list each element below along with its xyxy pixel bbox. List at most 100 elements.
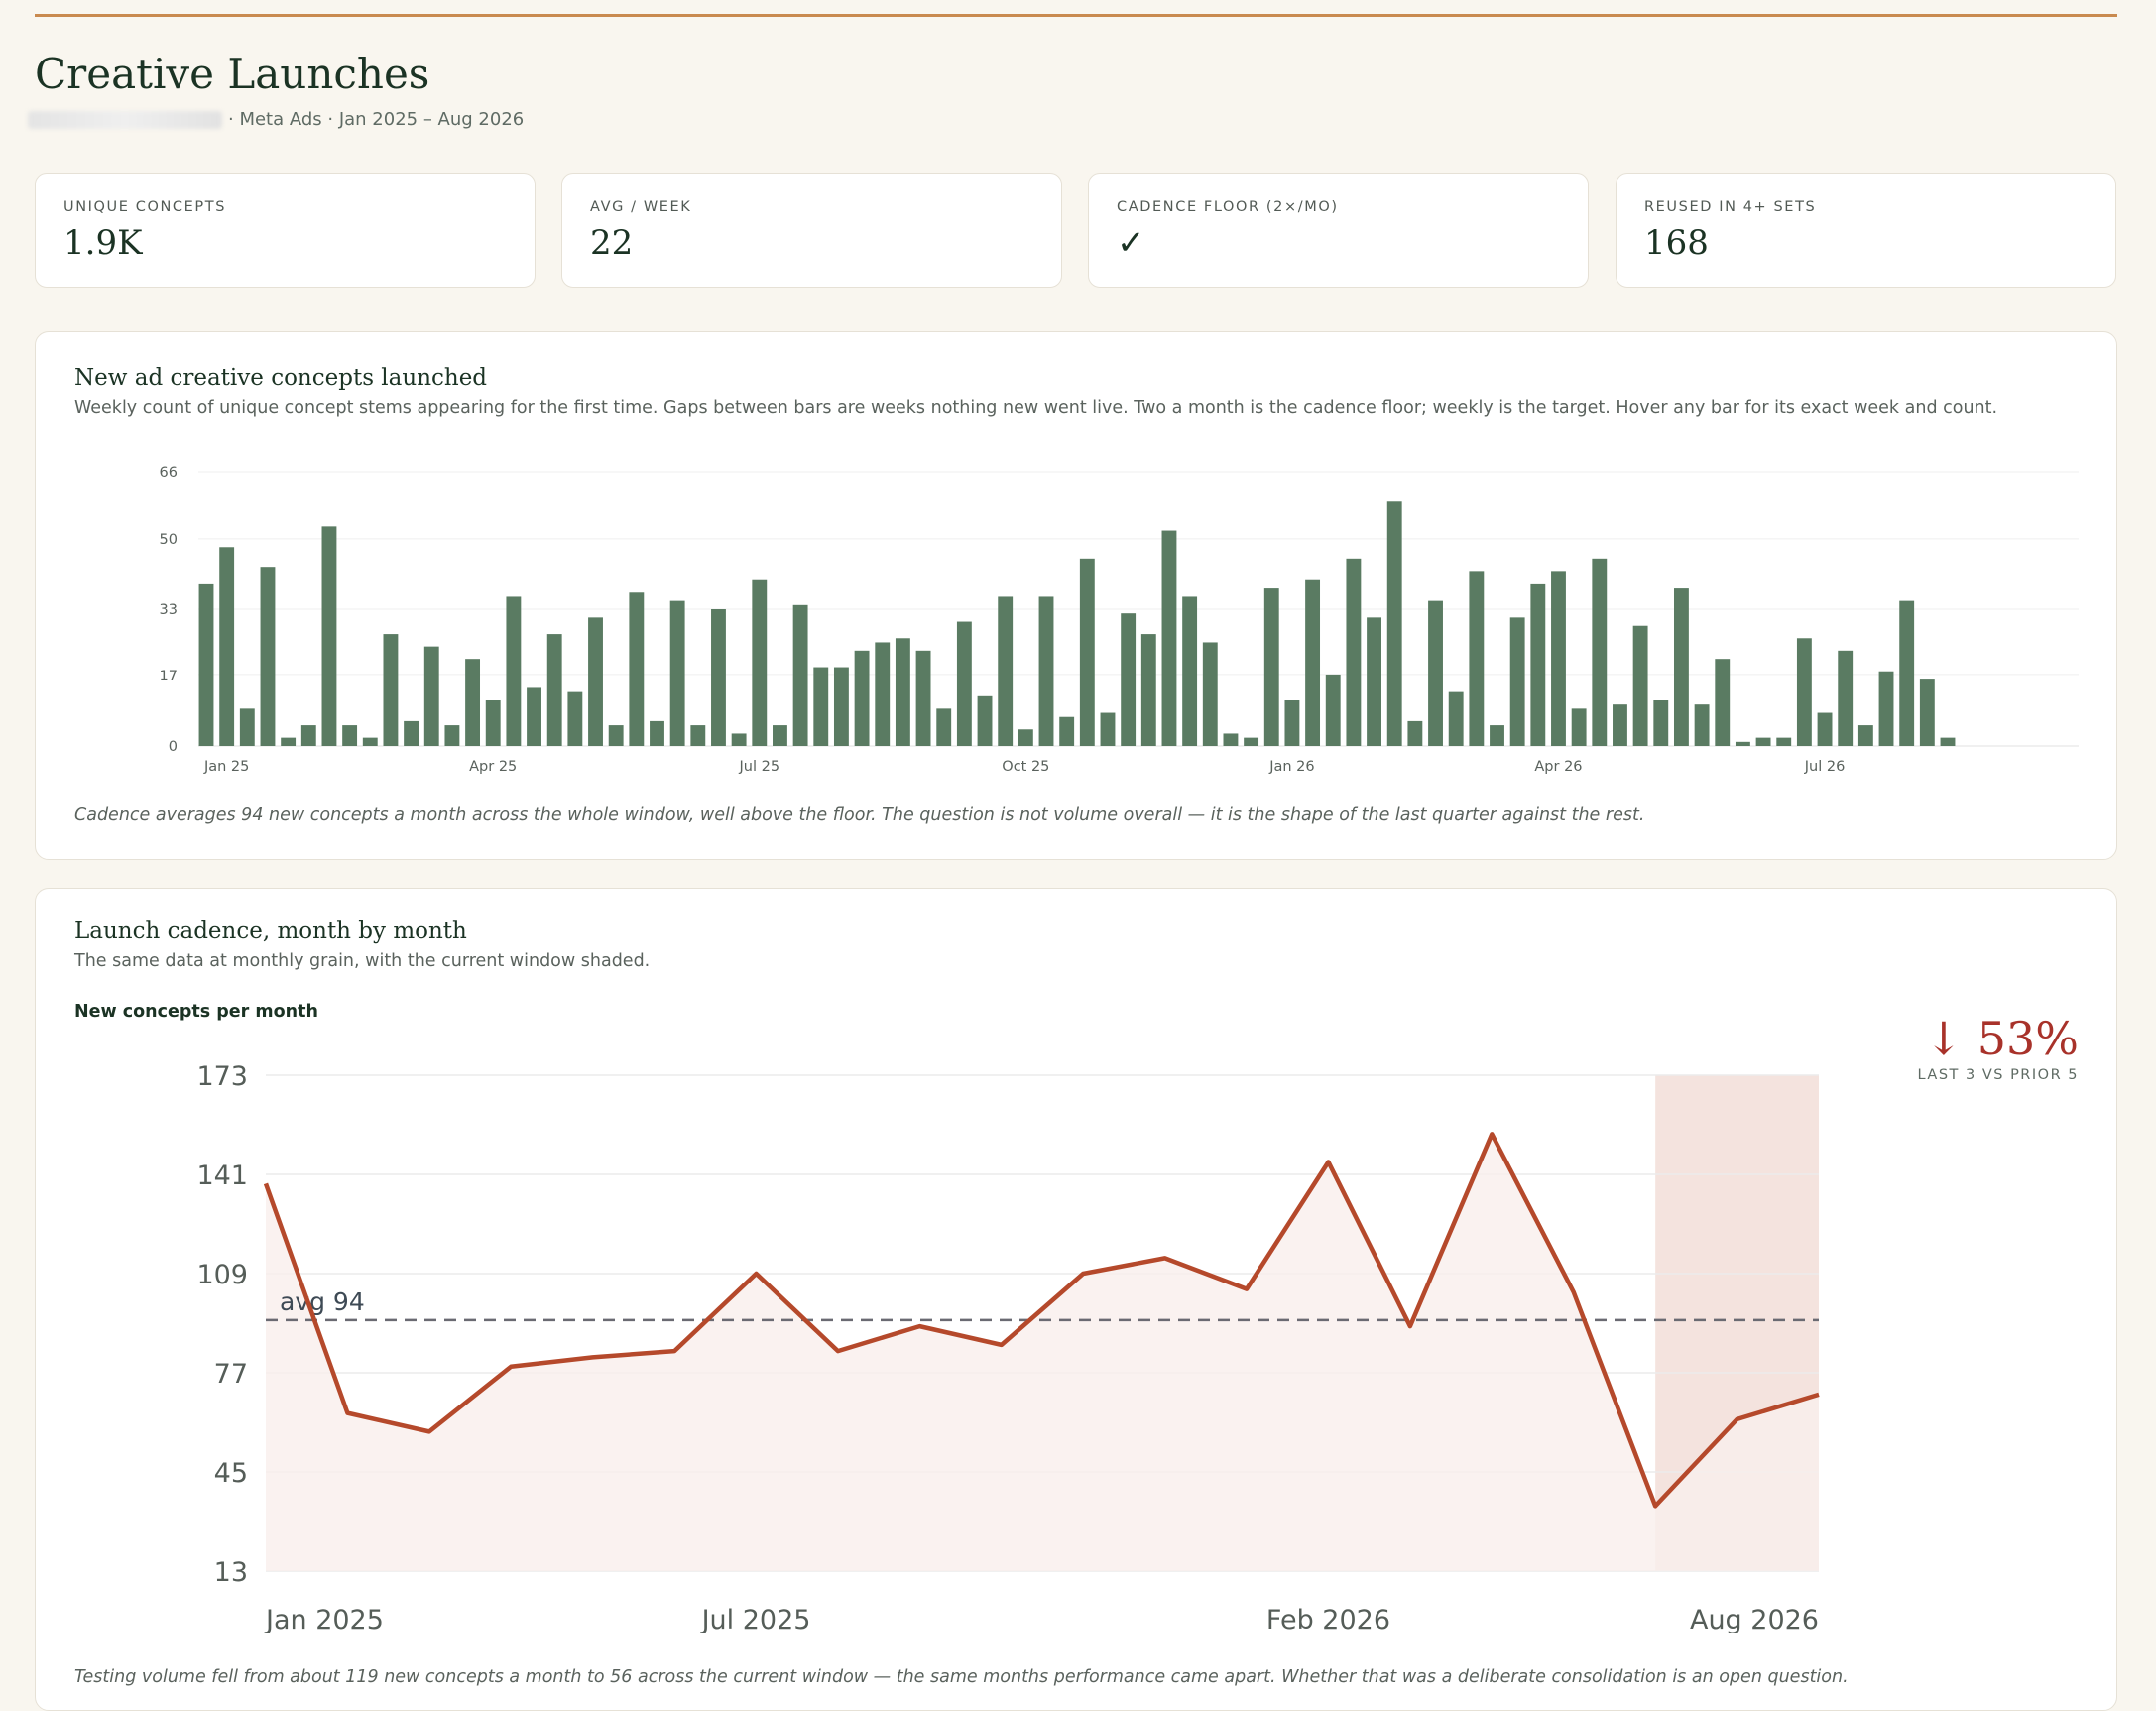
bar [1223, 733, 1239, 746]
bar [1367, 617, 1381, 746]
bar [506, 596, 522, 746]
bar [1551, 571, 1566, 746]
bar [792, 604, 808, 746]
bar [1838, 650, 1854, 746]
bar [956, 621, 972, 746]
bar [650, 720, 664, 746]
bar [1469, 571, 1485, 746]
bar [1284, 700, 1300, 746]
bar [1100, 712, 1116, 746]
change-value: ↓ 53% [1924, 1012, 2079, 1065]
weekly-chart-note: Cadence averages 94 new concepts a month… [74, 805, 1645, 825]
bar [998, 596, 1014, 746]
bar [833, 667, 849, 746]
x-tick-label: Jan 2025 [264, 1605, 384, 1633]
bar [198, 583, 214, 746]
bar [219, 547, 235, 746]
monthly-chart-panel: Launch cadence, month by month The same … [35, 888, 2117, 1711]
kpi-label: UNIQUE CONCEPTS [63, 199, 227, 215]
bar [1592, 558, 1608, 746]
bar [362, 737, 378, 746]
bar [1940, 737, 1956, 746]
bar [1244, 737, 1259, 746]
bar [281, 737, 297, 746]
bar [260, 567, 276, 746]
bar [1735, 741, 1750, 746]
bar [629, 592, 645, 746]
bar [1428, 600, 1443, 746]
page-subtitle: · Meta Ads · Jan 2025 – Aug 2026 [28, 109, 524, 130]
weekly-chart-panel: New ad creative concepts launched Weekly… [35, 331, 2117, 860]
bar [915, 650, 931, 746]
y-tick-label: 173 [196, 1061, 248, 1092]
bar [1121, 613, 1137, 746]
x-tick-label: Aug 2026 [1690, 1605, 1819, 1633]
weekly-bar-chart: 0 17 33 50 66 Jan 25 Apr 25 Jul 25 Oct 25 Jan 26 A… [160, 465, 2079, 775]
bar [1325, 674, 1341, 746]
bar [1673, 588, 1689, 746]
bar [1653, 700, 1669, 746]
x-tick-label: Jul 26 [1804, 759, 1846, 775]
bar [1490, 725, 1504, 746]
kpi-value: 22 [590, 223, 634, 263]
y-tick-label: 50 [160, 532, 178, 548]
bar [1448, 691, 1464, 746]
bar [813, 667, 829, 746]
bar [1613, 704, 1627, 746]
bar [1817, 712, 1833, 746]
bar [1632, 625, 1648, 746]
bar [1038, 596, 1054, 746]
y-tick-label: 66 [160, 465, 178, 481]
y-tick-label: 109 [196, 1260, 248, 1290]
y-tick-label: 33 [160, 602, 178, 618]
weekly-chart-description: Weekly count of unique concept stems app… [74, 398, 1998, 418]
bar [1776, 737, 1792, 746]
bar [342, 725, 358, 746]
bar [485, 700, 501, 746]
bar [669, 600, 685, 746]
bar [546, 634, 562, 746]
bar [527, 687, 541, 746]
bar [977, 695, 993, 746]
x-tick-label: Feb 2026 [1266, 1605, 1390, 1633]
top-accent-line [35, 14, 2117, 17]
kpi-card-unique-concepts: UNIQUE CONCEPTS 1.9K [35, 173, 536, 288]
bar [1715, 659, 1731, 746]
y-tick-label: 0 [169, 739, 178, 755]
bar [1530, 583, 1546, 746]
series-area [266, 1134, 1819, 1571]
bar [854, 650, 870, 746]
y-tick-label: 13 [214, 1557, 248, 1588]
bar [1386, 501, 1402, 746]
kpi-card-avg-week: AVG / WEEK 22 [561, 173, 1062, 288]
bar [875, 642, 891, 746]
bar [1509, 617, 1525, 746]
bar [1571, 708, 1587, 746]
bar [1140, 634, 1156, 746]
bar [300, 725, 316, 746]
y-tick-label: 141 [196, 1161, 248, 1191]
monthly-y-axis-title: New concepts per month [74, 1002, 318, 1022]
bar [608, 725, 624, 746]
bar [1059, 716, 1075, 746]
bar [1755, 737, 1771, 746]
y-tick-label: 77 [214, 1359, 248, 1390]
bar [752, 579, 768, 746]
x-tick-label: Jul 2025 [700, 1605, 811, 1633]
average-label: avg 94 [280, 1287, 365, 1316]
bar [1161, 530, 1177, 746]
kpi-value: 1.9K [63, 223, 143, 263]
bar [465, 659, 481, 746]
bar [1263, 588, 1279, 746]
kpi-card-reused: REUSED IN 4+ SETS 168 [1616, 173, 2116, 288]
kpi-label: AVG / WEEK [590, 199, 692, 215]
page-title: Creative Launches [35, 50, 430, 98]
bar [1899, 600, 1915, 746]
x-tick-label: Jan 26 [1268, 759, 1314, 775]
bar [1018, 729, 1033, 746]
bar [588, 617, 603, 746]
bar [936, 708, 952, 746]
bar [1182, 596, 1198, 746]
redacted-account-name [28, 110, 222, 129]
bar [1407, 720, 1423, 746]
